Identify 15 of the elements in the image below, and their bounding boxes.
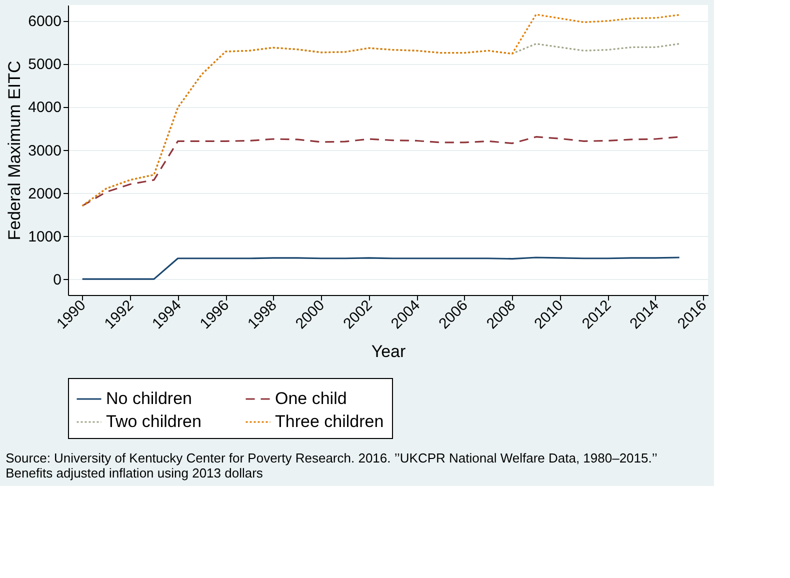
legend-label: One child [275,389,347,408]
x-axis-title: Year [371,342,406,361]
y-tick-label: 0 [53,272,62,289]
y-tick-label: 3000 [28,142,62,160]
source-note: Source: University of Kentucky Center for Poverty Research. 2016. ’’UKCPR National Welfare Data, 1980–2015.’’ [6,450,658,466]
y-axis-title: Federal Maximum EITC [5,60,24,240]
legend-label: Two children [106,412,202,431]
legend-label: No children [106,389,192,408]
y-tick-label: 4000 [28,99,62,116]
y-tick-label: 6000 [28,13,62,30]
legend-label: Three children [275,412,384,431]
y-tick-label: 1000 [28,228,62,246]
y-tick-label: 2000 [28,185,62,202]
y-tick-label: 5000 [28,56,62,74]
text: Benefits adjusted inflation using 2013 dollars [6,466,264,480]
